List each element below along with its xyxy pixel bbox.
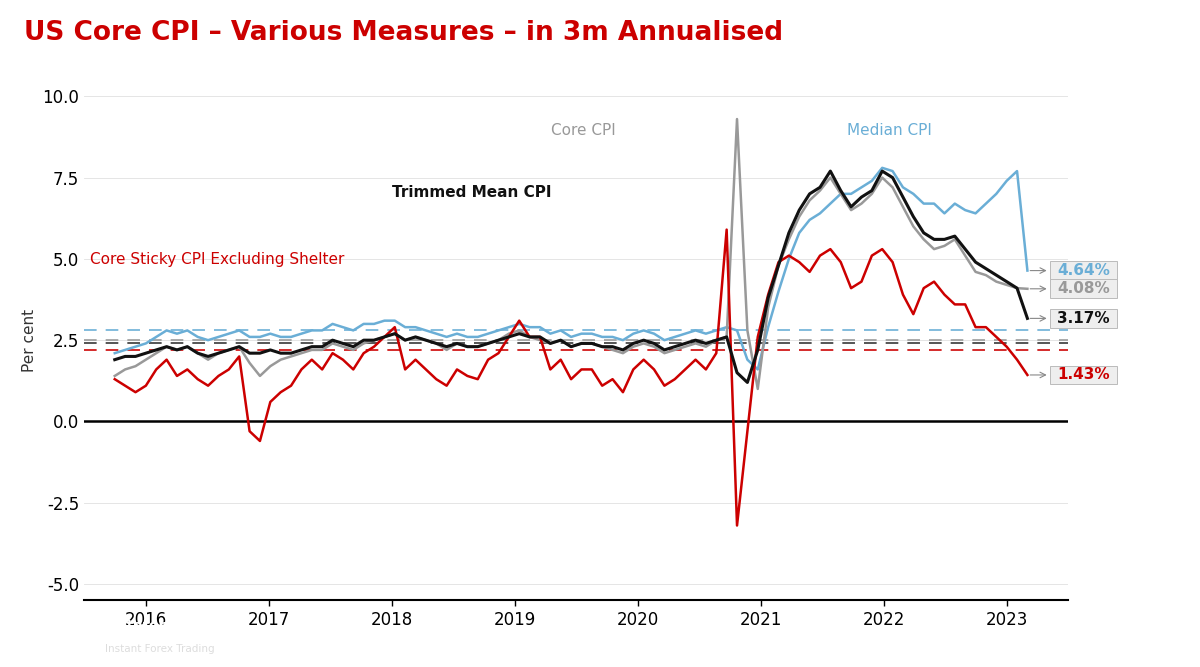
Text: instaforex: instaforex (106, 619, 185, 633)
Text: Instant Forex Trading: Instant Forex Trading (106, 644, 215, 654)
Text: Core Sticky CPI Excluding Shelter: Core Sticky CPI Excluding Shelter (90, 251, 344, 267)
Text: 3.17%: 3.17% (1057, 311, 1110, 326)
Text: US Core CPI – Various Measures – in 3m Annualised: US Core CPI – Various Measures – in 3m A… (24, 20, 784, 46)
FancyBboxPatch shape (1050, 279, 1117, 298)
FancyBboxPatch shape (1050, 261, 1117, 280)
Text: ⚙: ⚙ (17, 621, 44, 650)
Text: 1.43%: 1.43% (1057, 368, 1110, 382)
Y-axis label: Per cent: Per cent (22, 309, 37, 372)
Text: Core CPI: Core CPI (551, 123, 616, 138)
Text: 4.08%: 4.08% (1057, 281, 1110, 296)
FancyBboxPatch shape (1050, 309, 1117, 327)
Text: Median CPI: Median CPI (847, 123, 931, 138)
Text: Trimmed Mean CPI: Trimmed Mean CPI (391, 185, 551, 200)
Text: 4.64%: 4.64% (1057, 263, 1110, 278)
FancyBboxPatch shape (1050, 366, 1117, 384)
